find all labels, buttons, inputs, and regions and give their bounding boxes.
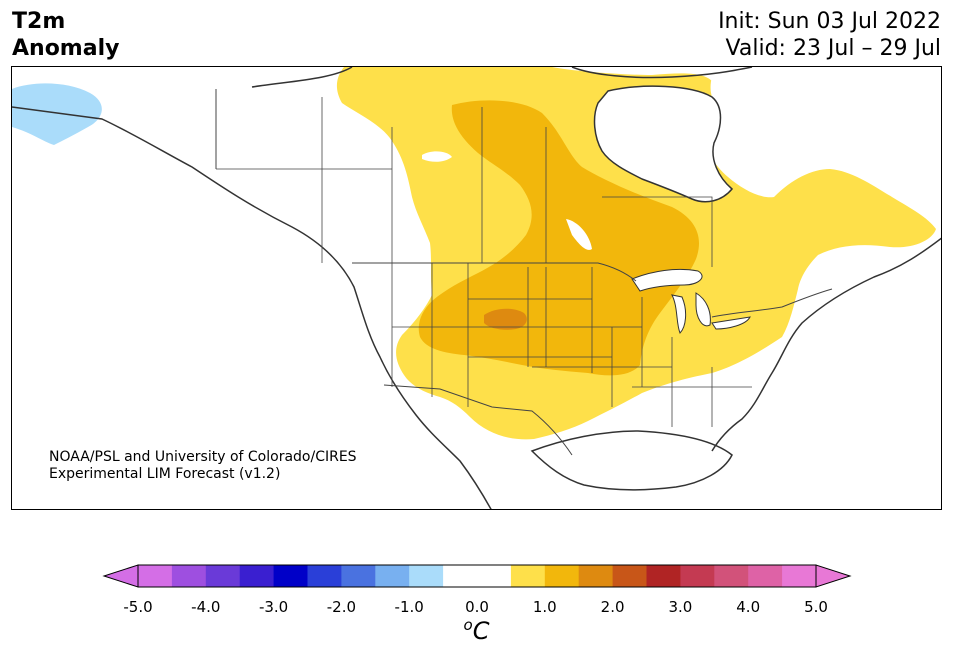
credit-line2: Experimental LIM Forecast (v1.2) <box>49 466 281 482</box>
colorbar-swatch <box>138 565 173 587</box>
colorbar-tick-label: 0.0 <box>465 598 489 616</box>
init-date: Init: Sun 03 Jul 2022 <box>718 9 941 34</box>
colorbar-swatch <box>375 565 410 587</box>
colorbar-tick-label: 1.0 <box>532 598 557 616</box>
credit-line1: NOAA/PSL and University of Colorado/CIRE… <box>49 449 357 465</box>
colorbar-swatch <box>714 565 749 587</box>
colorbar-swatch <box>544 565 580 587</box>
title-left: T2m Anomaly <box>12 8 119 62</box>
colorbar-unit-letter: C <box>472 617 490 645</box>
colorbar-extend-high <box>815 564 852 588</box>
great-lakes <box>631 268 751 334</box>
colorbar-extend-low <box>102 564 139 588</box>
colorbar-swatch <box>307 565 342 587</box>
colorbar-swatches <box>102 564 852 588</box>
colorbar-swatch <box>782 565 817 587</box>
colorbar-tick-label: -4.0 <box>191 598 221 616</box>
cold-anomaly-alaska <box>12 83 102 145</box>
warm-anomaly-level3 <box>484 308 527 330</box>
colorbar-swatch <box>409 565 444 587</box>
colorbar-swatch <box>680 565 715 587</box>
colorbar-swatch <box>239 565 275 587</box>
colorbar-swatch <box>477 565 512 587</box>
border-us-canada <box>352 262 833 318</box>
colorbar-tick-label: -2.0 <box>326 598 357 616</box>
colorbar-tick-label: -5.0 <box>123 598 153 616</box>
colorbar-swatch <box>341 565 376 587</box>
colorbar-swatch <box>748 565 783 587</box>
warm-anomaly-level2 <box>418 100 699 376</box>
colorbar: -5.0 -4.0 -3.0 -2.0 -1.0 0.0 1.0 2.0 3.0 4.0 5.0 o… <box>0 560 953 656</box>
hudson-bay <box>593 85 734 203</box>
state-borders <box>391 263 752 427</box>
title-variable: T2m <box>12 9 66 34</box>
colorbar-outline <box>137 564 817 588</box>
canadian-lakes <box>422 151 592 250</box>
coastline-arctic <box>251 67 753 88</box>
colorbar-tick-label: 2.0 <box>600 598 625 616</box>
colorbar-unit: oC <box>0 616 953 645</box>
map-frame <box>11 66 942 510</box>
colorbar-tick-label: 5.0 <box>804 598 828 616</box>
warm-anomaly-labrador <box>710 67 941 124</box>
border-us-mexico <box>383 384 573 456</box>
valid-range: Valid: 23 Jul – 29 Jul <box>725 36 941 61</box>
coastline-west <box>12 106 492 509</box>
coastline-east <box>711 237 941 452</box>
colorbar-swatch <box>646 565 681 587</box>
anomaly-map <box>12 67 941 509</box>
colorbar-tick-label: -3.0 <box>258 598 289 616</box>
colorbar-swatch <box>510 565 546 587</box>
colorbar-swatch <box>171 565 207 587</box>
province-borders <box>216 97 713 267</box>
colorbar-swatch <box>578 565 614 587</box>
colorbar-swatch <box>273 565 308 587</box>
colorbar-swatch <box>443 565 478 587</box>
credit-text: NOAA/PSL and University of Colorado/CIRE… <box>49 449 357 483</box>
colorbar-tick-label: -1.0 <box>394 598 424 616</box>
title-type: Anomaly <box>12 36 120 61</box>
colorbar-swatch <box>612 565 647 587</box>
colorbar-unit-degree: o <box>463 616 473 634</box>
colorbar-tick-label: 3.0 <box>668 598 693 616</box>
gulf-of-mexico <box>530 430 733 491</box>
colorbar-tick-label: 4.0 <box>736 598 761 616</box>
colorbar-swatch <box>205 565 241 587</box>
title-right: Init: Sun 03 Jul 2022 Valid: 23 Jul – 29… <box>718 8 941 62</box>
